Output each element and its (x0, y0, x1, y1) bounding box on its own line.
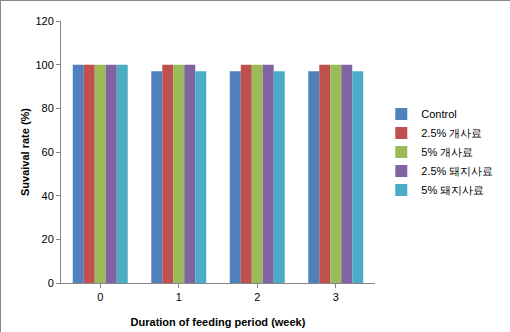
svg-text:60: 60 (42, 146, 54, 158)
svg-text:1: 1 (176, 291, 182, 303)
svg-text:5% 개사료: 5% 개사료 (421, 146, 473, 158)
svg-text:0: 0 (97, 291, 103, 303)
svg-text:40: 40 (42, 190, 54, 202)
svg-text:0: 0 (48, 277, 54, 289)
svg-text:2.5% 돼지사료: 2.5% 돼지사료 (421, 165, 493, 177)
svg-text:Control: Control (421, 108, 456, 120)
svg-text:80: 80 (42, 102, 54, 114)
svg-text:100: 100 (35, 59, 53, 71)
svg-text:120: 120 (35, 15, 53, 27)
svg-text:Suvaival rate (%): Suvaival rate (%) (19, 108, 31, 196)
svg-text:2.5% 개사료: 2.5% 개사료 (421, 127, 482, 139)
svg-text:Duration of feeding period (we: Duration of feeding period (week) (131, 316, 306, 328)
svg-text:5% 돼지사료: 5% 돼지사료 (421, 184, 484, 196)
svg-text:3: 3 (333, 291, 339, 303)
svg-text:20: 20 (42, 233, 54, 245)
svg-text:2: 2 (254, 291, 260, 303)
